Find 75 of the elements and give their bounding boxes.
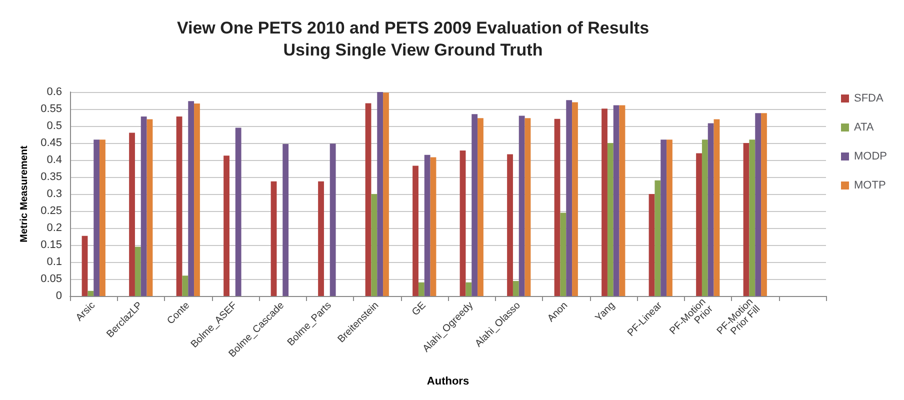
bar <box>708 123 714 296</box>
bar <box>607 143 614 296</box>
bar <box>696 153 702 296</box>
y-axis-title: Metric Measurement <box>19 144 30 242</box>
bar <box>412 166 418 296</box>
bar <box>377 92 384 296</box>
legend-label: SFDA <box>854 92 884 104</box>
bar <box>88 290 94 296</box>
bar <box>619 105 626 296</box>
y-tick-label: 0.3 <box>46 188 62 200</box>
bar <box>755 113 762 296</box>
bar <box>94 140 100 296</box>
legend-label: MODP <box>854 150 887 162</box>
bar <box>176 116 182 296</box>
bar <box>572 102 578 296</box>
bar <box>512 281 519 296</box>
bar <box>371 194 378 296</box>
bar <box>182 276 188 296</box>
bar <box>460 150 466 296</box>
bar <box>507 154 513 296</box>
y-tick-label: 0.5 <box>46 120 62 132</box>
bar <box>424 154 430 296</box>
y-tick-label: 0.05 <box>40 273 62 285</box>
bar <box>100 140 106 296</box>
chart-title: View One PETS 2010 and PETS 2009 Evaluation of Results Using Single View Ground Truth <box>176 18 650 60</box>
bar <box>714 119 720 296</box>
bar <box>82 236 88 296</box>
y-tick-label: 0.15 <box>40 239 62 251</box>
bar <box>660 140 667 296</box>
bar <box>194 104 200 296</box>
bar <box>134 246 141 296</box>
bar <box>383 92 389 296</box>
bar <box>282 144 289 296</box>
y-tick-label: 0.1 <box>46 256 62 268</box>
legend-label: ATA <box>854 122 874 134</box>
bar <box>554 118 560 296</box>
bar <box>566 100 572 296</box>
bar <box>743 143 750 296</box>
bar <box>318 181 324 296</box>
bar <box>524 118 531 296</box>
bar <box>613 105 620 296</box>
y-tick-label: 0.35 <box>40 171 62 183</box>
bar <box>702 140 708 296</box>
bar <box>224 156 230 296</box>
x-tick-label: GE <box>410 300 428 318</box>
bar <box>188 101 194 296</box>
y-tick-label: 0.4 <box>46 154 62 166</box>
bar <box>418 282 424 296</box>
bar <box>666 140 672 296</box>
bar <box>560 212 566 296</box>
bar <box>478 118 484 296</box>
y-tick-label: 0.25 <box>40 205 62 217</box>
bar <box>270 181 277 296</box>
bar <box>235 128 242 296</box>
bar <box>365 103 372 296</box>
y-tick-label: 0.6 <box>46 86 62 98</box>
bar <box>146 119 153 296</box>
y-tick-label: 0.2 <box>46 222 62 234</box>
y-tick-label: 0.45 <box>40 137 62 149</box>
bar <box>330 144 336 296</box>
bar <box>129 132 135 296</box>
bar <box>472 114 478 296</box>
x-axis-title: Authors <box>426 376 470 388</box>
y-tick-label: 0 <box>56 290 62 302</box>
bar <box>140 116 147 296</box>
bar <box>518 116 525 296</box>
bar <box>430 157 436 296</box>
bar <box>654 180 661 296</box>
bar <box>648 194 655 296</box>
bar <box>761 113 767 296</box>
bar <box>749 140 756 296</box>
bar <box>466 282 472 296</box>
legend-label: MOTP <box>854 180 886 192</box>
bar <box>602 108 608 296</box>
y-tick-label: 0.55 <box>40 103 62 115</box>
